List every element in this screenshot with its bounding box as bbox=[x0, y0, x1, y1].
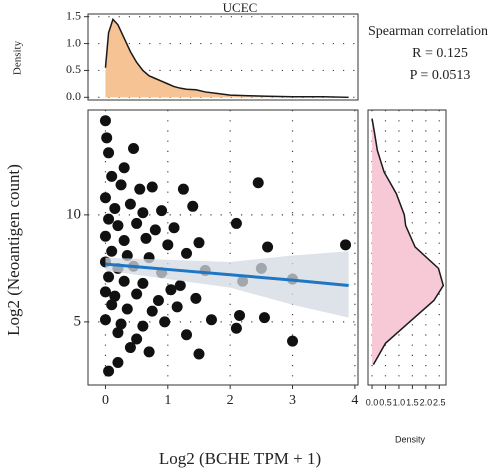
x-tick-label: 0.0 bbox=[366, 397, 379, 407]
point bbox=[143, 346, 155, 358]
point bbox=[99, 286, 111, 298]
point bbox=[187, 200, 199, 212]
point bbox=[112, 357, 124, 369]
point bbox=[103, 365, 115, 377]
point bbox=[131, 333, 143, 345]
point bbox=[103, 147, 115, 159]
point bbox=[99, 192, 111, 204]
point bbox=[131, 217, 143, 229]
point bbox=[262, 241, 274, 253]
y-tick-label: 0.5 bbox=[66, 62, 81, 76]
x-tick-label: 0.5 bbox=[379, 397, 392, 407]
point bbox=[165, 284, 177, 296]
x-tick-label: 1.0 bbox=[393, 397, 406, 407]
right-density-label: Density bbox=[395, 434, 426, 444]
point bbox=[128, 143, 140, 155]
point bbox=[118, 235, 130, 247]
point bbox=[205, 314, 217, 326]
point bbox=[140, 232, 152, 244]
y-tick-label: 0.0 bbox=[66, 89, 81, 103]
point bbox=[99, 314, 111, 326]
point bbox=[101, 132, 113, 144]
point bbox=[99, 230, 111, 242]
panel-frame bbox=[87, 109, 359, 386]
annotation: P = 0.0513 bbox=[410, 68, 471, 83]
point bbox=[152, 294, 164, 306]
annotation: Spearman correlation bbox=[368, 24, 488, 39]
point bbox=[177, 183, 189, 195]
point bbox=[103, 213, 115, 225]
top-density-label: Density bbox=[12, 40, 24, 75]
point bbox=[124, 198, 136, 210]
point bbox=[112, 220, 124, 232]
point bbox=[109, 290, 121, 302]
regression-line bbox=[105, 262, 349, 287]
point bbox=[146, 181, 158, 193]
point bbox=[252, 177, 264, 189]
point bbox=[156, 205, 168, 217]
point bbox=[106, 245, 118, 257]
point bbox=[106, 299, 118, 311]
point bbox=[190, 292, 202, 304]
point bbox=[121, 303, 133, 315]
point bbox=[230, 322, 242, 334]
point bbox=[106, 170, 118, 182]
point bbox=[174, 279, 186, 291]
density-line bbox=[104, 17, 349, 99]
annotation: R = 0.125 bbox=[412, 46, 468, 61]
y-tick-label: 10 bbox=[66, 206, 81, 222]
point bbox=[193, 348, 205, 360]
point bbox=[258, 312, 270, 324]
panel-frame bbox=[367, 109, 447, 386]
density-area bbox=[105, 19, 349, 98]
x-tick-label: 3 bbox=[289, 393, 296, 408]
y-tick-label: 1.0 bbox=[66, 35, 81, 49]
x-tick-label: 2.5 bbox=[433, 397, 446, 407]
point bbox=[99, 115, 111, 127]
point bbox=[159, 316, 171, 328]
point bbox=[168, 222, 180, 234]
point bbox=[134, 183, 146, 195]
point bbox=[112, 327, 124, 339]
point bbox=[118, 275, 130, 287]
x-tick-label: 1.5 bbox=[406, 397, 419, 407]
point bbox=[234, 309, 246, 321]
x-tick-label: 1 bbox=[164, 393, 171, 408]
point bbox=[149, 224, 161, 236]
point bbox=[181, 247, 193, 259]
density-area bbox=[372, 118, 444, 365]
density-line bbox=[371, 118, 445, 366]
panel-frame bbox=[87, 13, 359, 101]
point bbox=[287, 335, 299, 347]
y-tick-label: 1.5 bbox=[66, 8, 81, 22]
point bbox=[118, 162, 130, 174]
point bbox=[115, 318, 127, 330]
x-axis-label: Log2 (BCHE TPM + 1) bbox=[159, 449, 321, 468]
point bbox=[181, 329, 193, 341]
chart-title: UCEC bbox=[223, 0, 258, 15]
point bbox=[193, 237, 205, 249]
point bbox=[137, 207, 149, 219]
point bbox=[230, 217, 242, 229]
point bbox=[340, 239, 352, 251]
y-tick-label: 5 bbox=[74, 313, 82, 329]
point bbox=[109, 202, 121, 214]
point bbox=[121, 250, 133, 262]
point bbox=[115, 179, 127, 191]
point bbox=[171, 301, 183, 313]
point bbox=[131, 288, 143, 300]
point bbox=[137, 320, 149, 332]
point bbox=[103, 271, 115, 283]
x-tick-label: 0 bbox=[102, 393, 109, 408]
x-tick-label: 2.0 bbox=[420, 397, 433, 407]
point bbox=[146, 305, 158, 317]
x-tick-label: 4 bbox=[351, 393, 358, 408]
point bbox=[124, 342, 136, 354]
y-axis-label: Log2 (Neoantigen count) bbox=[4, 164, 23, 336]
x-tick-label: 2 bbox=[227, 393, 234, 408]
point bbox=[162, 239, 174, 251]
point bbox=[137, 277, 149, 289]
